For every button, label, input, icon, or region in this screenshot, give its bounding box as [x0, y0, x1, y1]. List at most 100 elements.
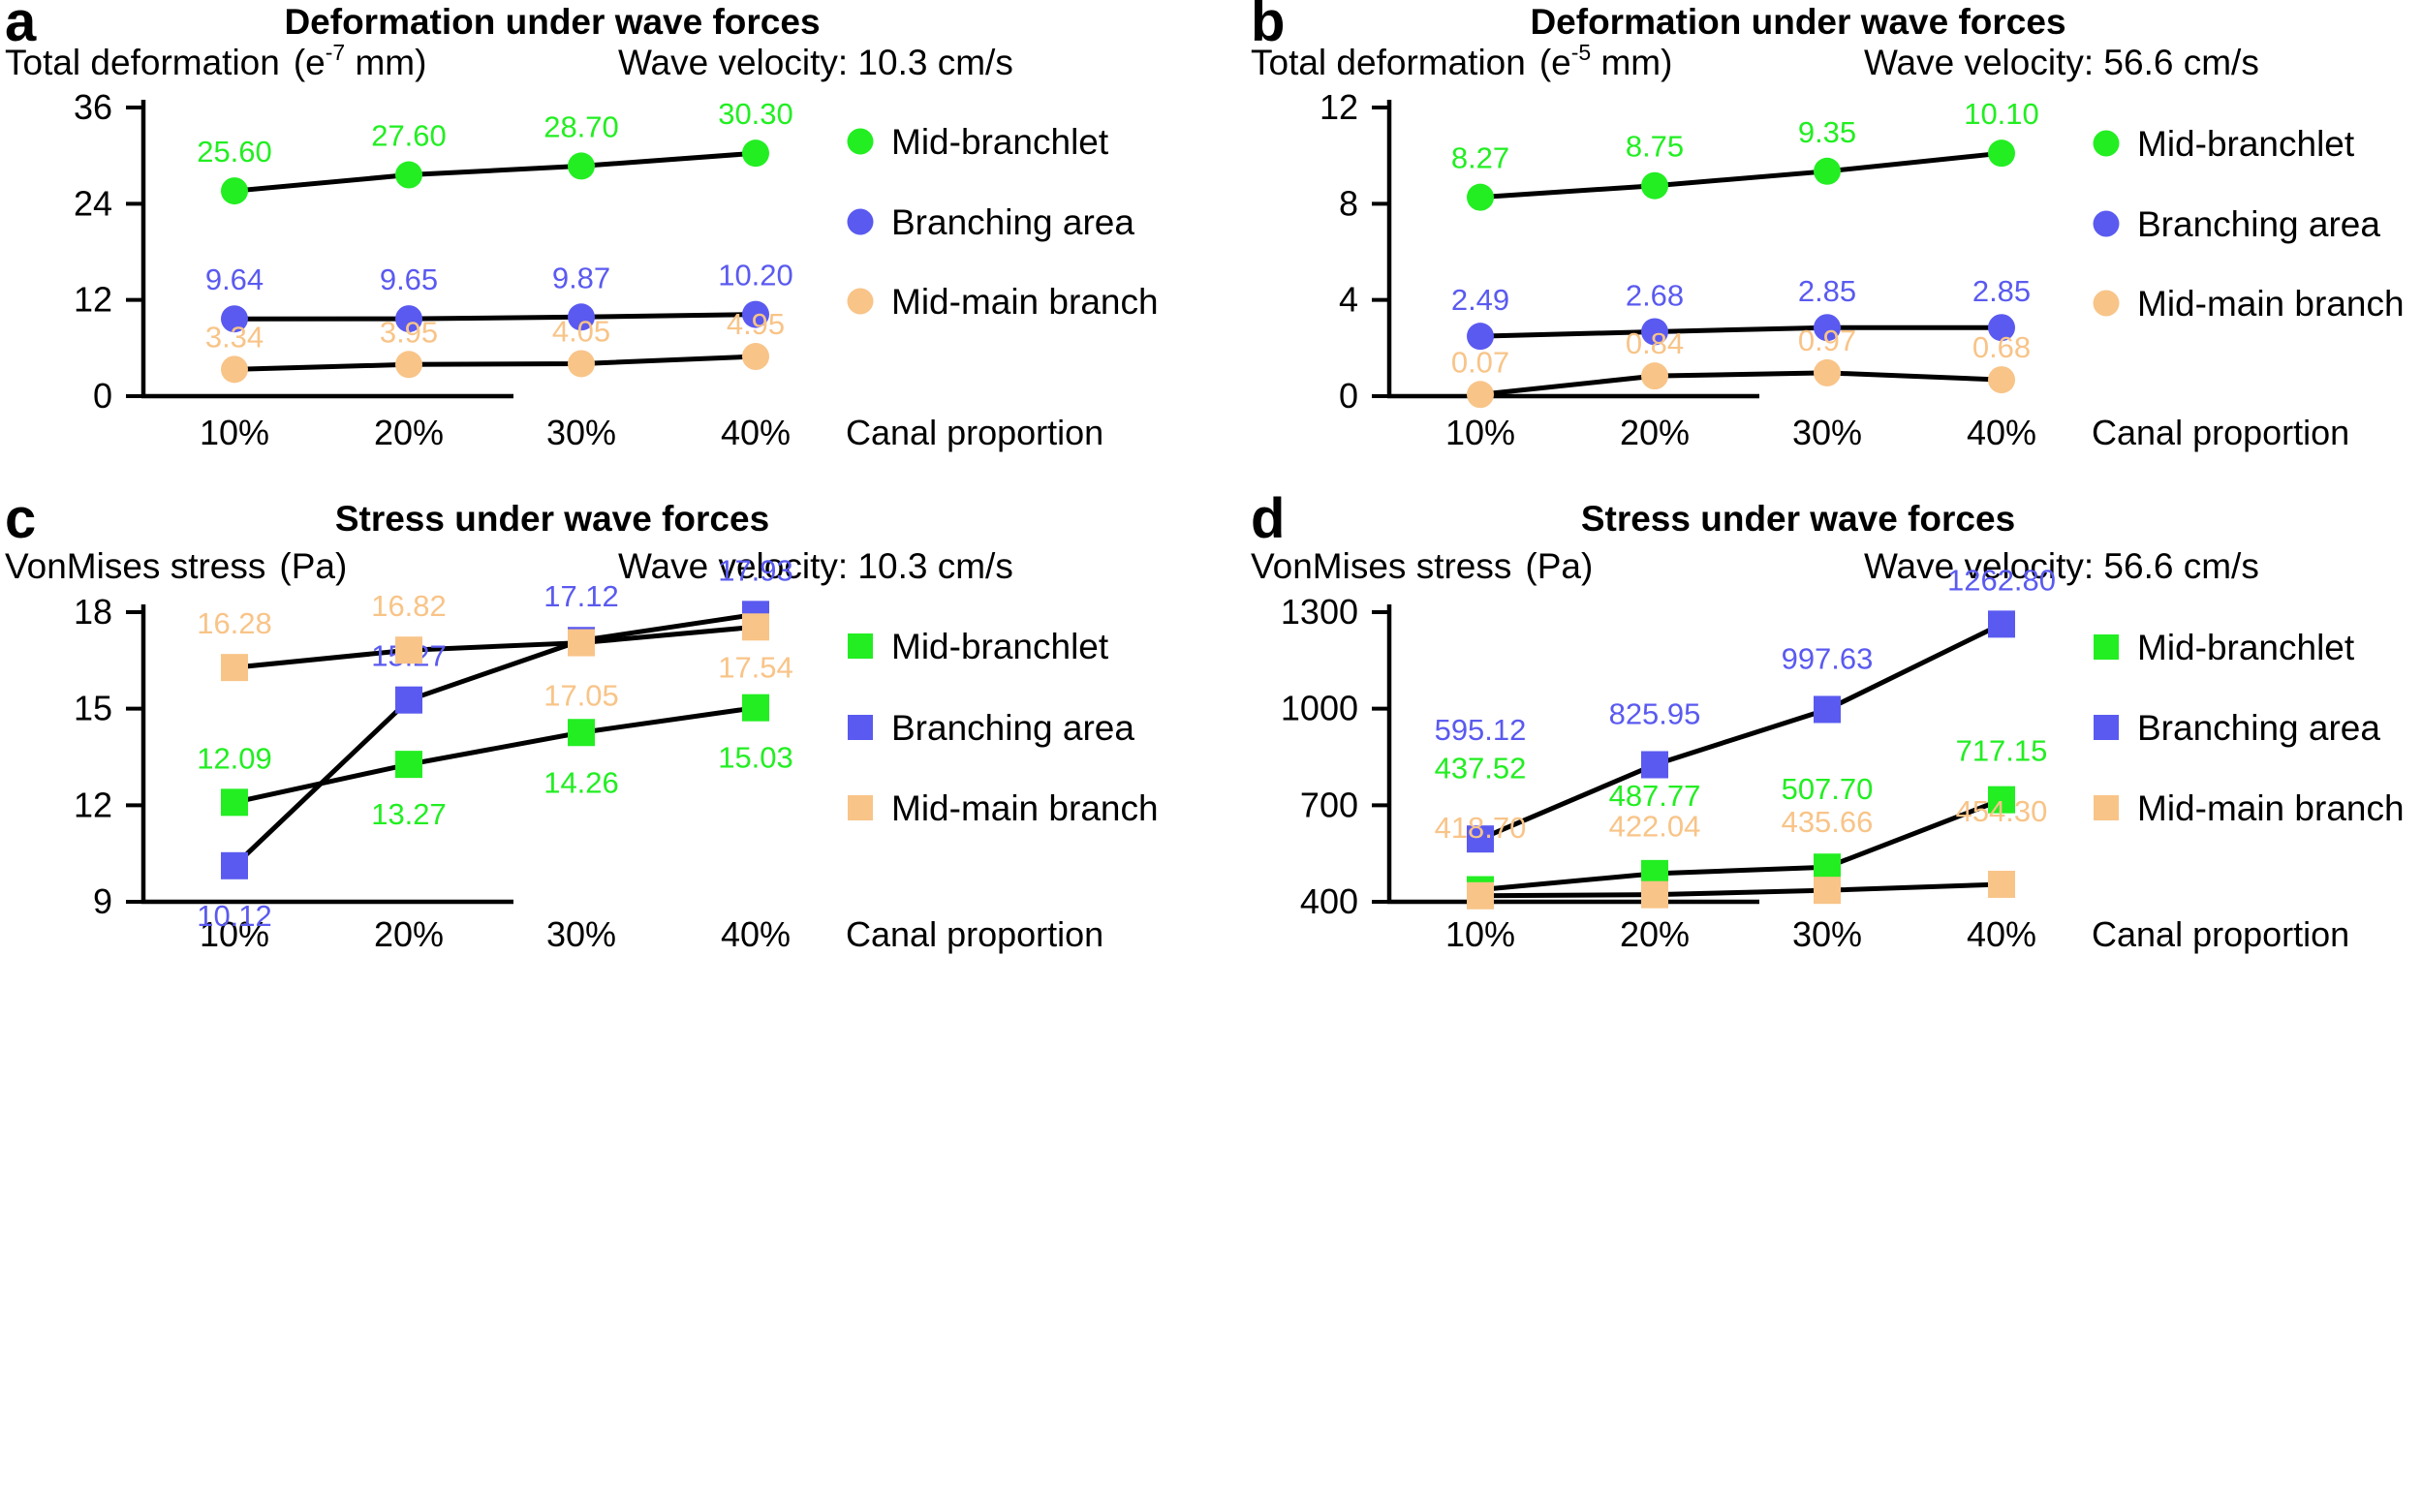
wave-velocity-label: Wave velocity: 56.6 cm/s [1864, 43, 2259, 82]
y-tick-label: 8 [1339, 183, 1358, 223]
data-label-mid-branchlet: 507.70 [1782, 772, 1874, 806]
panel-label: b [1251, 0, 1285, 53]
data-point-mid-main-branch [568, 350, 595, 378]
data-point-branching-area [221, 305, 248, 333]
data-point-mid-branchlet [395, 161, 422, 189]
y-tick-label: 24 [74, 183, 112, 223]
data-point-branching-area [1814, 695, 1841, 724]
series-line-mid-branchlet [1479, 797, 2003, 893]
data-label-mid-branchlet: 13.27 [371, 797, 447, 831]
y-axis-unit-rest: mm) [1591, 43, 1672, 82]
y-tick-label: 400 [1300, 881, 1358, 921]
panel-label: d [1251, 487, 1285, 550]
y-axis-label: VonMises stress (Pa) [5, 546, 347, 586]
x-axis-title: Canal proportion [846, 413, 1103, 452]
y-tick-label: 15 [74, 689, 112, 728]
chart-title: Deformation under wave forces [1530, 2, 2065, 42]
x-tick-label: 10% [1445, 413, 1515, 452]
data-label-mid-branchlet: 14.26 [543, 765, 619, 799]
y-axis-unit: (e [294, 43, 326, 82]
y-tick-label: 12 [74, 785, 112, 824]
data-point-mid-main-branch [1467, 881, 1494, 910]
series-line-mid-branchlet [233, 150, 757, 194]
series-line-mid-main-branch [1479, 881, 2003, 899]
y-axis-label-name: Total deformation [5, 43, 280, 82]
data-point-mid-branchlet [1641, 171, 1668, 200]
x-axis-title: Canal proportion [2092, 914, 2349, 954]
data-label-mid-branchlet: 12.09 [197, 741, 272, 775]
data-label-mid-main-branch: 0.84 [1626, 326, 1684, 360]
x-tick-label: 30% [1792, 914, 1862, 954]
y-tick-label: 4 [1339, 280, 1358, 320]
data-point-mid-main-branch [1814, 877, 1841, 905]
x-tick-label: 20% [1620, 413, 1690, 452]
y-tick-label: 700 [1300, 785, 1358, 824]
legend-label-mid-branchlet: Mid-branchlet [891, 122, 1109, 162]
legend-marker-mid-main-branch [2094, 795, 2119, 820]
data-label-mid-main-branch: 16.28 [197, 606, 272, 640]
data-point-branching-area [1467, 323, 1494, 351]
chart-title: Stress under wave forces [1581, 499, 2015, 539]
y-axis-unit-exponent: -7 [326, 40, 345, 65]
data-label-branching-area: 2.49 [1451, 283, 1509, 317]
legend-label-branching-area: Branching area [2137, 204, 2380, 244]
x-tick-label: 10% [200, 914, 269, 954]
series-line-mid-branchlet [1479, 150, 2003, 201]
legend-marker-mid-main-branch [847, 288, 874, 315]
y-axis-label-name: Total deformation [1251, 43, 1526, 82]
y-tick-label: 1300 [1281, 592, 1358, 632]
panel-label: c [5, 487, 36, 550]
legend-marker-mid-main-branch [848, 795, 873, 820]
data-point-mid-main-branch [1641, 362, 1668, 390]
data-point-branching-area [1641, 318, 1668, 346]
data-label-mid-branchlet: 30.30 [718, 97, 793, 131]
data-label-mid-main-branch: 17.54 [718, 650, 793, 684]
data-label-mid-branchlet: 487.77 [1609, 779, 1701, 813]
data-point-branching-area [1467, 825, 1494, 853]
legend-label-mid-branchlet: Mid-branchlet [2137, 628, 2355, 667]
legend-marker-mid-main-branch [2093, 290, 2120, 317]
y-axis-label: Total deformation (e-5 mm) [1251, 40, 1672, 82]
data-label-branching-area: 10.20 [718, 259, 793, 293]
chart-panel-d: d Stress under wave forces VonMises stress… [1251, 487, 2405, 954]
data-point-branching-area [395, 686, 422, 714]
x-tick-label: 40% [721, 914, 791, 954]
data-point-mid-main-branch [568, 629, 595, 657]
data-label-branching-area: 2.85 [1798, 274, 1856, 308]
data-label-mid-branchlet: 15.03 [718, 741, 793, 775]
legend-label-branching-area: Branching area [2137, 708, 2380, 748]
data-point-branching-area [1988, 610, 2015, 638]
legend-label-mid-main-branch: Mid-main branch [2137, 788, 2405, 828]
data-label-branching-area: 17.93 [718, 553, 793, 587]
chart-title: Deformation under wave forces [284, 2, 820, 42]
data-label-branching-area: 10.12 [197, 899, 272, 933]
legend-label-mid-main-branch: Mid-main branch [2137, 284, 2405, 324]
legend-label-mid-main-branch: Mid-main branch [891, 282, 1159, 322]
wave-velocity-label: Wave velocity: 10.3 cm/s [618, 546, 1013, 586]
x-tick-label: 10% [200, 413, 269, 452]
data-point-mid-main-branch [742, 613, 769, 641]
data-label-branching-area: 997.63 [1782, 641, 1874, 675]
data-label-mid-main-branch: 418.70 [1435, 811, 1527, 845]
legend-marker-branching-area [847, 208, 874, 235]
series-line-mid-main-branch [1479, 370, 2003, 397]
data-point-mid-branchlet [395, 751, 422, 779]
y-axis-label-name: VonMises stress [1251, 546, 1511, 586]
panel-label: a [5, 0, 37, 53]
legend-label-mid-branchlet: Mid-branchlet [891, 627, 1109, 666]
legend-marker-mid-branchlet [848, 633, 873, 659]
data-point-mid-main-branch [1814, 358, 1841, 386]
data-point-mid-main-branch [221, 355, 248, 384]
y-tick-label: 0 [1339, 376, 1358, 416]
data-label-mid-main-branch: 0.68 [1972, 330, 2031, 364]
legend-marker-mid-branchlet [847, 128, 874, 155]
data-point-branching-area [1988, 314, 2015, 342]
x-tick-label: 10% [1445, 914, 1515, 954]
y-axis-label-name: VonMises stress [5, 546, 265, 586]
data-point-mid-main-branch [1467, 381, 1494, 409]
legend-label-branching-area: Branching area [891, 202, 1134, 242]
data-point-branching-area [395, 305, 422, 333]
